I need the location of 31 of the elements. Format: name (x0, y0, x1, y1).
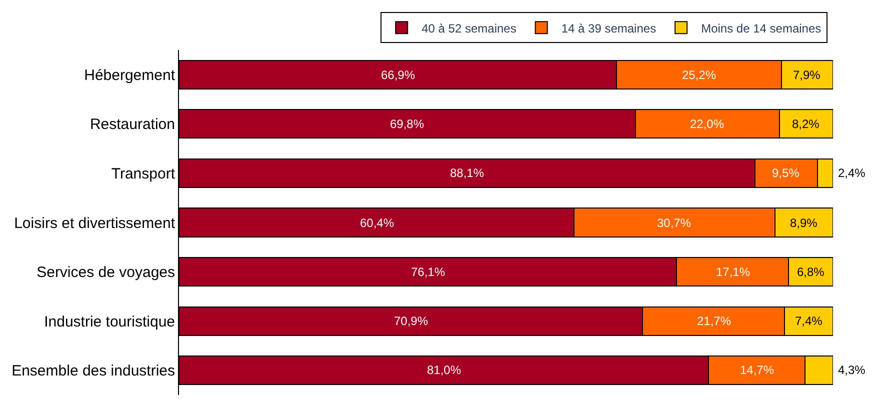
data-label: 60,4% (360, 216, 394, 230)
data-label: 69,8% (390, 117, 424, 131)
data-label: 4,3% (838, 363, 866, 377)
y-tick-label: Restauration (90, 116, 175, 134)
legend-label: 40 à 52 semaines (422, 21, 516, 36)
legend-label: 14 à 39 semaines (561, 21, 656, 36)
data-label: 88,1% (450, 166, 484, 180)
data-label: 21,7% (697, 314, 732, 328)
data-label: 30,7% (657, 216, 692, 230)
y-tick-label: Industrie touristique (44, 313, 175, 330)
data-label: 76,1% (411, 265, 446, 279)
data-label: 81,0% (427, 363, 462, 377)
data-label: 17,1% (716, 265, 750, 279)
data-label: 22,0% (690, 117, 724, 131)
data-label: 7,9% (793, 68, 821, 82)
data-label: 6,8% (797, 265, 825, 279)
legend-label: Moins de 14 semaines (701, 21, 822, 36)
y-tick-label: Ensemble des industries (12, 362, 175, 380)
data-label: 8,9% (790, 216, 818, 230)
data-label: 7,4% (795, 314, 823, 328)
y-tick-label: Services de voyages (36, 264, 175, 282)
data-label: 8,2% (792, 117, 820, 131)
y-tick-label: Hébergement (84, 66, 176, 84)
data-label: 25,2% (682, 68, 716, 82)
data-label: 70,9% (394, 314, 428, 328)
y-tick-label: Transport (111, 165, 176, 182)
data-label: 9,5% (772, 166, 800, 180)
data-label: 14,7% (740, 363, 774, 377)
y-tick-label: Loisirs et divertissement (14, 214, 176, 232)
data-label: 66,9% (381, 68, 416, 82)
data-label: 2,4% (838, 166, 866, 180)
